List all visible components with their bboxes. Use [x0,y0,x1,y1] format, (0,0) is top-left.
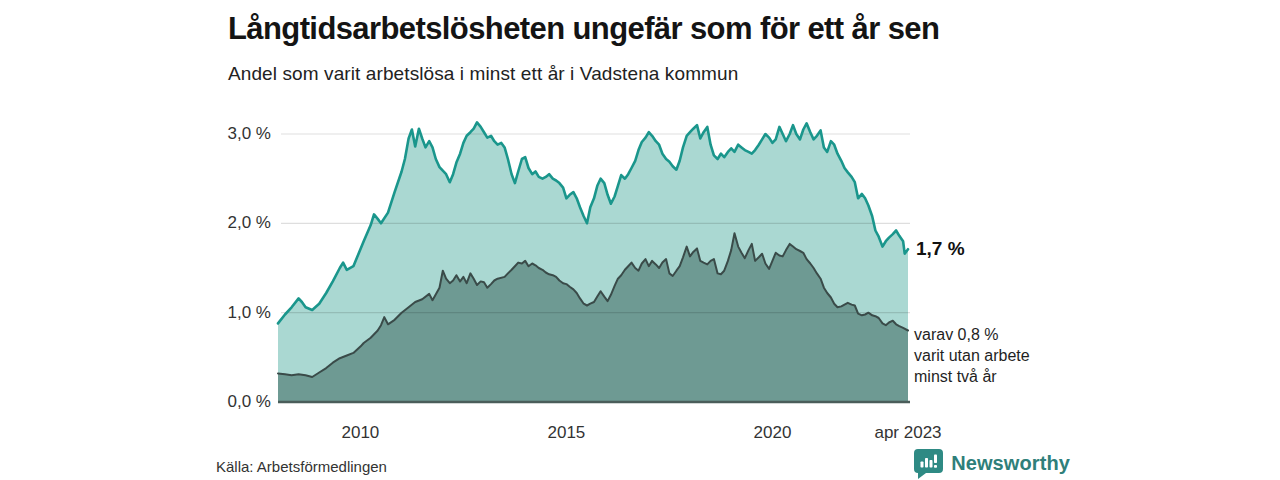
y-tick-label: 2,0 % [191,213,271,233]
latest-subseries-annotation: varav 0,8 % varit utan arbete minst två … [914,324,1030,387]
y-tick-label: 1,0 % [191,303,271,323]
x-tick-label: 2015 [548,423,586,443]
annotation-line: varav 0,8 % [914,324,1030,345]
newsworthy-branding: Newsworthy [914,448,1070,478]
latest-value-label: 1,7 % [916,238,965,260]
annotation-line: minst två år [914,366,1030,387]
newsworthy-wordmark: Newsworthy [951,452,1070,475]
annotation-line: varit utan arbete [914,345,1030,366]
y-tick-label: 3,0 % [191,124,271,144]
y-tick-label: 0,0 % [191,392,271,412]
x-tick-label: 2020 [754,423,792,443]
newsworthy-logo-icon [914,448,943,479]
x-tick-label: apr 2023 [874,423,941,443]
source-note: Källa: Arbetsförmedlingen [216,458,387,475]
x-tick-label: 2010 [341,423,379,443]
